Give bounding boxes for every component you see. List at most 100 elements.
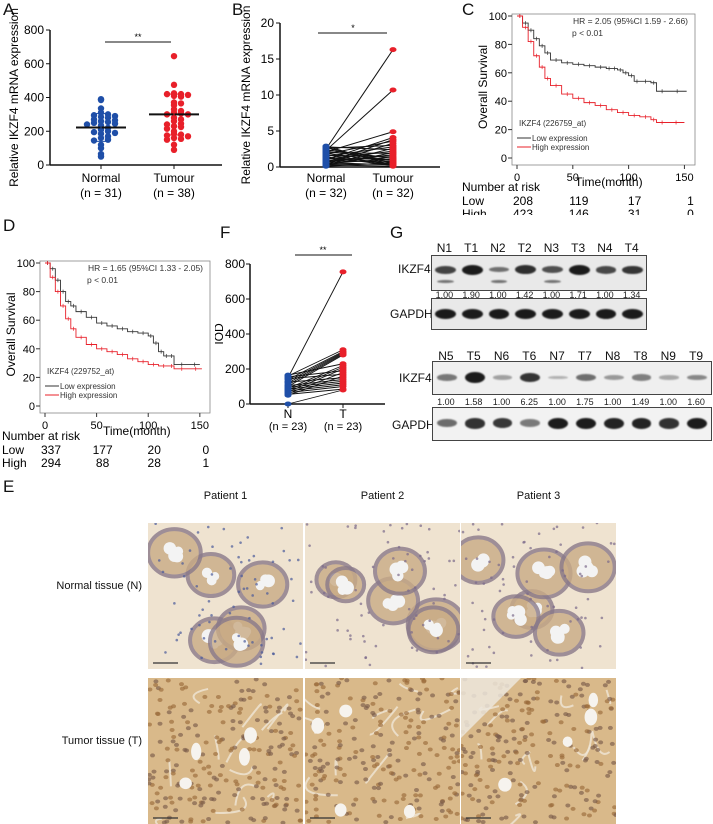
lane-label: N4 — [597, 241, 613, 255]
svg-text:N: N — [284, 407, 293, 421]
svg-text:208: 208 — [513, 194, 533, 208]
protein-band — [515, 309, 536, 319]
svg-text:p < 0.01: p < 0.01 — [87, 275, 118, 285]
svg-text:0: 0 — [267, 160, 274, 174]
tumor-tissue-image — [461, 678, 616, 824]
protein-band — [659, 418, 680, 429]
svg-text:600: 600 — [24, 57, 44, 71]
svg-text:High: High — [2, 456, 27, 470]
tumor-tissue-image — [305, 678, 460, 824]
panel-label-g: G — [390, 223, 404, 242]
band-ratio: 1.00 — [659, 397, 678, 407]
band-ratio: 1.71 — [569, 290, 587, 300]
svg-text:28: 28 — [148, 456, 162, 470]
protein-band — [520, 372, 541, 383]
protein-band — [437, 419, 457, 428]
band-ratio: 1.42 — [515, 290, 534, 300]
normal-tissue-image — [461, 523, 616, 669]
band-ratio: 1.58 — [464, 397, 483, 407]
svg-text:(n = 32): (n = 32) — [372, 186, 414, 200]
lane-label: T5 — [466, 349, 481, 363]
protein-band — [631, 418, 652, 429]
svg-text:(n = 38): (n = 38) — [153, 186, 195, 200]
protein-band — [548, 418, 568, 429]
svg-text:400: 400 — [24, 91, 44, 105]
protein-band — [542, 309, 563, 319]
svg-text:177: 177 — [93, 443, 113, 457]
svg-text:10: 10 — [261, 88, 275, 102]
svg-text:800: 800 — [24, 23, 44, 37]
lane-label: N3 — [543, 241, 560, 255]
svg-text:294: 294 — [41, 456, 61, 470]
band-ratio: 1.00 — [437, 397, 455, 407]
svg-text:High: High — [462, 207, 487, 215]
protein-band — [548, 375, 568, 380]
protein-band — [488, 309, 510, 319]
protein-band — [631, 374, 652, 381]
protein-band — [687, 374, 707, 381]
protein-band — [490, 280, 508, 283]
band-ratio: 1.00 — [435, 290, 454, 300]
band-ratio: 1.90 — [462, 290, 480, 300]
svg-text:Low: Low — [462, 194, 484, 208]
svg-text:31: 31 — [628, 207, 642, 215]
svg-text:Relative IKZF4 mRNA expression: Relative IKZF4 mRNA expression — [239, 6, 253, 185]
lane-label: T1 — [464, 241, 479, 255]
svg-text:0: 0 — [202, 443, 209, 457]
normal-tissue-image — [305, 523, 460, 669]
gapdh-blot-strip-1 — [431, 298, 647, 330]
protein-band — [435, 265, 456, 274]
svg-text:20: 20 — [495, 125, 507, 137]
lane-label: N5 — [438, 349, 454, 363]
band-ratio: 1.34 — [622, 290, 641, 300]
svg-text:200: 200 — [225, 362, 245, 376]
svg-text:0: 0 — [37, 158, 44, 172]
ikzf4-blot-strip-2 — [432, 361, 712, 395]
svg-text:p < 0.01: p < 0.01 — [572, 28, 603, 38]
loading-control-label: GAPDH — [392, 418, 435, 432]
svg-text:40: 40 — [495, 96, 507, 108]
svg-text:0: 0 — [42, 420, 48, 432]
svg-text:*: * — [351, 23, 355, 33]
svg-text:50: 50 — [90, 420, 102, 432]
band-ratio: 1.00 — [489, 290, 507, 300]
band-ratio: 1.49 — [631, 397, 650, 407]
patient-column-label: Patient 2 — [360, 490, 405, 502]
svg-text:0: 0 — [29, 401, 35, 413]
loading-control-label: GAPDH — [390, 307, 433, 321]
svg-text:15: 15 — [261, 52, 275, 66]
ikzf4-blot-strip-1 — [431, 255, 647, 291]
svg-text:5: 5 — [267, 124, 274, 138]
svg-text:Number at risk: Number at risk — [2, 429, 81, 443]
svg-text:Normal: Normal — [307, 171, 346, 185]
svg-text:Overall Survival: Overall Survival — [476, 45, 490, 129]
protein-band — [461, 309, 483, 319]
protein-band — [603, 375, 624, 380]
svg-text:T: T — [339, 407, 347, 421]
svg-text:20: 20 — [261, 16, 275, 30]
svg-text:Overall Survival: Overall Survival — [4, 292, 18, 376]
protein-band — [595, 309, 617, 319]
band-ratio: 1.00 — [603, 397, 622, 407]
svg-text:100: 100 — [139, 420, 157, 432]
svg-text:100: 100 — [17, 258, 35, 270]
panel-c-survival-chart: 0 20 40 60 80 100 0 50 100 150 Overall Survival HR … — [462, 11, 696, 215]
svg-text:60: 60 — [495, 68, 507, 80]
protein-band — [437, 280, 454, 283]
svg-text:Relative IKZF4 mRNA expression: Relative IKZF4 mRNA expression — [7, 8, 21, 187]
tissue-row-label: Tumor tissue (T) — [61, 735, 142, 747]
lane-label: T8 — [633, 349, 648, 363]
lane-label: N9 — [660, 349, 676, 363]
band-ratio: 1.00 — [548, 397, 566, 407]
svg-text:20: 20 — [148, 443, 162, 457]
protein-band — [622, 309, 643, 319]
band-ratio: 6.25 — [520, 397, 539, 407]
target-protein-label: IKZF4 — [398, 262, 431, 276]
svg-text:100: 100 — [619, 172, 637, 184]
svg-text:423: 423 — [513, 207, 533, 215]
svg-text:200: 200 — [24, 124, 44, 138]
panel-e-ihc-grid: Patient 1 Patient 2 Patient 3 Normal tissue… — [0, 470, 713, 824]
patient-column-label: Patient 3 — [516, 490, 561, 502]
lane-label: T7 — [577, 349, 592, 363]
